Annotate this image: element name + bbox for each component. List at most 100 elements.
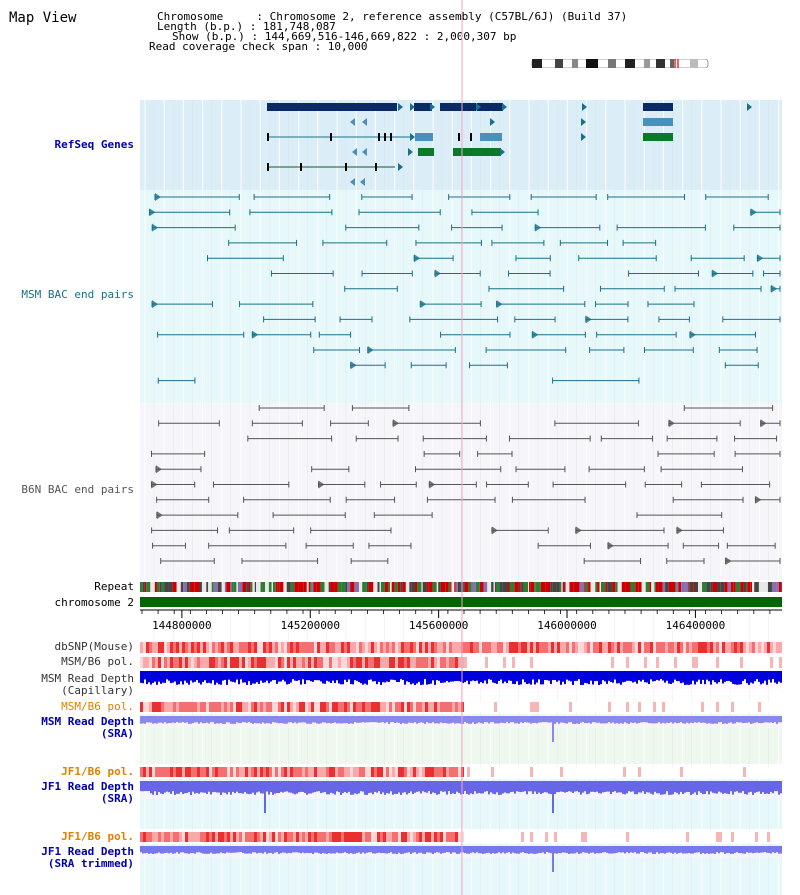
repeat-element [771,582,777,592]
repeat-element [426,582,429,592]
dbsnp-cell [716,642,719,653]
msm-cap-depth-bar [768,671,770,680]
jf1-trim-depth-bar [660,846,662,854]
msm-pol-cell [548,657,551,668]
msm-pol2-cell [398,702,401,712]
msm-pol-cell [233,657,236,668]
dbsnp-cell [722,642,725,653]
msm-pol-cell [428,657,431,668]
jf1-sra-depth-bar [644,781,646,794]
jf1-pol-cell [716,767,719,777]
jf1-trim-depth-bar [174,846,176,854]
repeat-element [509,582,515,592]
repeat-element [168,582,173,592]
jf1-trim-depth-bar [198,846,200,853]
msm-pol2-cell [383,702,386,712]
jf1-sra-depth-bar [140,781,142,792]
jf1-sra-depth-bar [472,781,474,795]
msm-cap-depth-bar [586,671,588,684]
dbsnp-cell [293,642,296,653]
msm-sra-depth-bar [244,716,246,723]
msm-pol-cell [683,657,686,668]
msm-cap-depth-bar [412,671,414,684]
jf1-pol2-cell [605,832,608,842]
msm-cap-depth-bar [186,671,188,683]
jf1-sra-depth-bar [150,781,152,794]
dbsnp-cell [638,642,641,653]
msm-sra-depth-bar [142,716,144,724]
msm-pol2-cell [239,702,242,712]
msm-cap-depth-bar [692,671,694,681]
msm-pol-cell [266,657,269,668]
jf1-sra-depth-bar [456,781,458,792]
jf1-pol2-cell [149,832,152,842]
dbsnp-cell [281,642,284,653]
bac-arrow [350,361,357,370]
msm-pol-cell [656,657,659,668]
jf1-trim-depth-bar [474,846,476,854]
dbsnp-cell [455,642,458,653]
chromosome-ideogram[interactable] [530,53,711,70]
msm-sra-depth-bar [566,716,568,724]
jf1-pol-cell [245,767,248,777]
msm-cap-depth-bar [336,671,338,681]
jf1-pol-cell [629,767,632,777]
msm-pol2-cell [596,702,599,712]
msm-cap-depth-bar [204,671,206,681]
msm-sra-depth-bar [680,716,682,723]
dbsnp-cell [728,642,731,653]
msm-cap-depth-bar [476,671,478,681]
jf1-pol-cell [287,767,290,777]
msm-sra-depth-bar [240,716,242,724]
track-area[interactable]: 144800000 145200000 145600000 146000000 1464… [140,0,782,895]
b6n-bac-label[interactable]: B6N BAC end pairs [21,483,134,496]
jf1-sra-depth-bar [352,781,354,795]
jf1-pol2-cell [299,832,302,842]
jf1-pol2-cell [275,832,278,842]
jf1-sra-depth-bar [342,781,344,794]
jf1-sra-depth-bar [496,781,498,793]
jf1-sra-depth-bar [302,781,304,792]
jf1-pol-cell [161,767,164,777]
msm-pol-cell [539,657,542,668]
jf1-pol-cell [185,767,188,777]
dbsnp-cell [365,642,368,653]
dbsnp-cell [428,642,431,653]
msm-cap-depth-bar [638,671,640,681]
jf1-sra-depth-bar [468,781,470,795]
jf1-pol-cell [515,767,518,777]
repeat-label: Repeat [94,580,134,593]
msm-cap-depth-bar [348,671,350,680]
jf1-sra-depth-bar [714,781,716,794]
msm-cap-depth-bar [490,671,492,680]
jf1-trim-depth-bar [188,846,190,854]
jf1-sra-depth-bar [338,781,340,793]
jf1-pol2-cell [704,832,707,842]
repeat-element [698,582,703,592]
msm-cap-depth-bar [524,671,526,683]
repeat-element [366,582,369,592]
repeat-element [324,582,329,592]
strand-arrow [398,103,403,111]
msm-cap-depth-bar [318,671,320,681]
exon-mark [267,133,269,141]
msm-pol2-cell [491,702,494,712]
msm-cap-depth-bar [492,671,494,683]
dbsnp-cell [698,642,701,653]
msm-cap-depth-bar [304,671,306,685]
jf1-pol2-cell [512,832,515,842]
jf1-pol2-cell [653,832,656,842]
jf1-trim-depth-bar [406,846,408,853]
msm-pol2-cell [593,702,596,712]
jf1-sra-depth-bar [772,781,774,794]
jf1-sra-depth-bar [646,781,648,793]
axis-tick-label: 146000000 [537,619,597,632]
refseq-genes-label[interactable]: RefSeq Genes [54,138,134,151]
msm-sra-depth-bar [486,716,488,723]
msm-cap-depth-bar [678,671,680,682]
msm-pol2-cell [350,702,353,712]
msm-sra-depth-bar [144,716,146,724]
msm-cap-depth-bar [592,671,594,685]
msm-sra-depth-bar [642,716,644,723]
msm-bac-label[interactable]: MSM BAC end pairs [21,288,134,301]
